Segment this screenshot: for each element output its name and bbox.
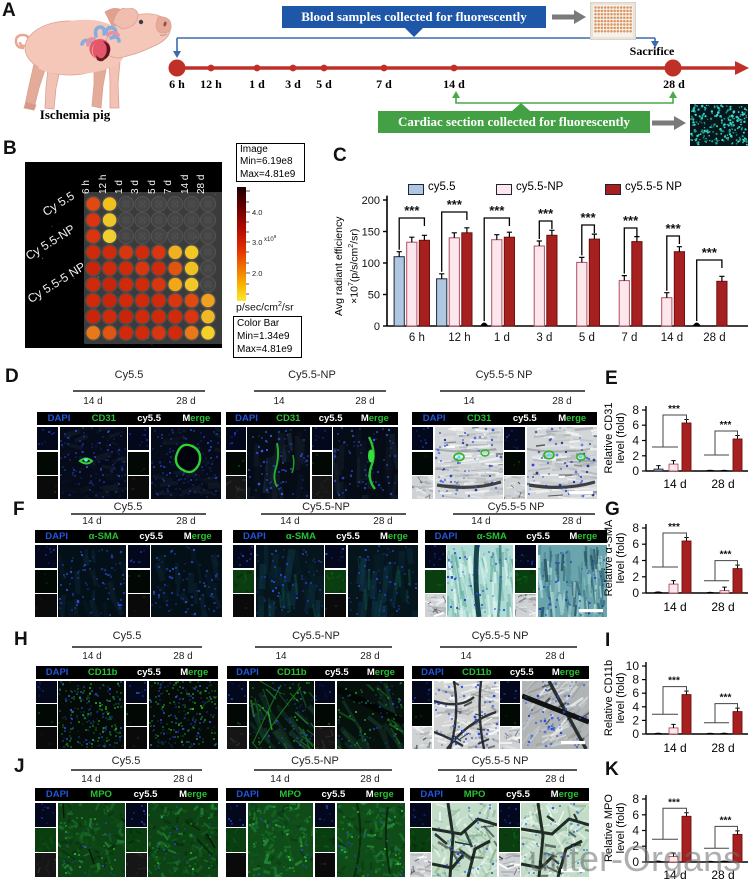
svg-text:0: 0 xyxy=(632,464,639,478)
svg-text:6: 6 xyxy=(632,418,639,432)
svg-text:***: *** xyxy=(538,206,554,221)
svg-text:0: 0 xyxy=(374,321,380,333)
svg-text:0: 0 xyxy=(632,855,639,869)
svg-text:28 d: 28 d xyxy=(703,332,725,344)
svg-text:***: *** xyxy=(668,404,680,415)
svg-text:***: *** xyxy=(668,676,680,687)
svg-text:***: *** xyxy=(581,210,597,225)
svg-text:***: *** xyxy=(720,693,732,704)
svg-text:0: 0 xyxy=(632,727,639,741)
svg-text:***: *** xyxy=(404,203,420,218)
svg-text:6: 6 xyxy=(632,808,639,822)
svg-text:4: 4 xyxy=(632,554,639,568)
svg-text:***: *** xyxy=(702,245,718,260)
svg-text:100: 100 xyxy=(362,258,380,270)
svg-text:14 d: 14 d xyxy=(661,332,683,344)
svg-text:2: 2 xyxy=(632,449,639,463)
svg-text:0: 0 xyxy=(632,586,639,600)
svg-text:8: 8 xyxy=(632,673,639,687)
svg-text:***: *** xyxy=(489,203,505,218)
svg-text:***: *** xyxy=(720,420,732,431)
svg-text:***: *** xyxy=(666,221,682,236)
svg-text:8: 8 xyxy=(632,792,639,806)
svg-text:200: 200 xyxy=(362,195,380,207)
svg-text:2: 2 xyxy=(632,570,639,584)
svg-text:7 d: 7 d xyxy=(621,332,637,344)
svg-text:6: 6 xyxy=(632,537,639,551)
svg-text:150: 150 xyxy=(362,227,380,239)
svg-text:6: 6 xyxy=(632,686,639,700)
svg-text:***: *** xyxy=(447,197,463,212)
svg-text:8: 8 xyxy=(632,403,639,417)
svg-text:2: 2 xyxy=(632,839,639,853)
svg-text:2: 2 xyxy=(632,713,639,727)
svg-text:***: *** xyxy=(668,522,680,533)
svg-text:4: 4 xyxy=(632,434,639,448)
svg-text:***: *** xyxy=(623,213,639,228)
svg-text:50: 50 xyxy=(368,290,380,302)
svg-text:6 h: 6 h xyxy=(409,332,425,344)
svg-text:8: 8 xyxy=(632,521,639,535)
svg-text:***: *** xyxy=(668,797,680,808)
svg-text:***: *** xyxy=(720,815,732,826)
svg-text:***: *** xyxy=(720,550,732,561)
svg-text:5 d: 5 d xyxy=(579,332,595,344)
svg-text:4: 4 xyxy=(632,700,639,714)
svg-text:4: 4 xyxy=(632,824,639,838)
svg-text:1 d: 1 d xyxy=(494,332,510,344)
svg-text:3 d: 3 d xyxy=(536,332,552,344)
svg-text:12 h: 12 h xyxy=(448,332,470,344)
svg-text:10: 10 xyxy=(626,659,640,673)
